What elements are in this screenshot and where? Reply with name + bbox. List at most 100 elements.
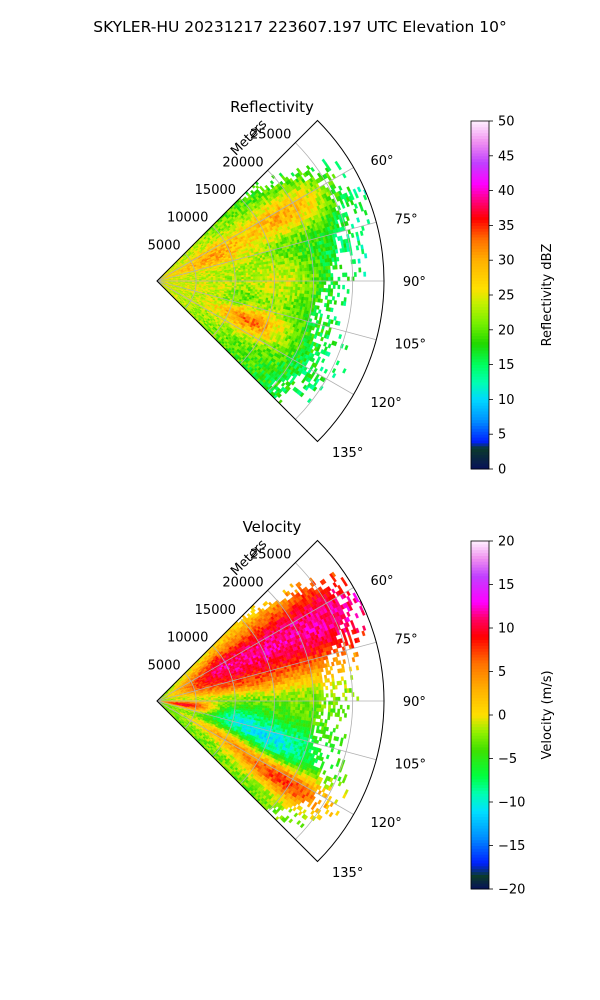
field-cell	[267, 283, 270, 287]
field-cell	[262, 273, 266, 277]
field-cell	[262, 287, 265, 291]
field-cell	[224, 277, 228, 280]
field-cell	[304, 267, 308, 272]
field-cell	[238, 282, 242, 285]
field-cell	[358, 201, 363, 208]
field-cell	[264, 276, 268, 279]
field-cell	[227, 282, 230, 285]
field-cell	[266, 273, 270, 277]
field-cell	[262, 283, 266, 286]
field-cell	[259, 287, 263, 291]
field-cell	[333, 316, 337, 321]
field-cell	[290, 289, 294, 294]
field-cell	[325, 265, 329, 271]
field-cell	[276, 270, 280, 274]
field-cell	[280, 288, 284, 293]
field-cell	[245, 284, 249, 288]
field-cell	[309, 284, 313, 288]
field-cell	[259, 289, 263, 293]
field-cell	[313, 308, 317, 313]
field-cell	[282, 266, 286, 271]
field-cell	[288, 275, 291, 279]
field-cell	[355, 245, 360, 251]
field-cell	[254, 267, 258, 271]
field-cell	[287, 289, 291, 293]
field-cell	[318, 280, 322, 285]
field-cell	[333, 253, 337, 258]
field-cell	[257, 276, 261, 279]
field-cell	[306, 290, 310, 295]
field-cell	[281, 278, 284, 282]
field-cell	[269, 288, 272, 292]
field-cell	[227, 277, 230, 280]
field-cell	[327, 265, 331, 270]
field-cell	[331, 296, 335, 301]
field-cell	[309, 287, 312, 292]
field-cell	[304, 274, 308, 278]
field-cell	[321, 273, 324, 278]
field-cell	[285, 266, 289, 270]
field-cell	[333, 300, 337, 305]
field-cell	[250, 282, 254, 286]
field-cell	[250, 270, 254, 273]
field-cell	[314, 315, 318, 321]
field-cell	[278, 275, 282, 279]
field-cell	[257, 274, 261, 277]
field-cell	[285, 275, 289, 279]
field-cell	[325, 273, 329, 278]
field-cell	[259, 267, 263, 270]
field-cell	[353, 203, 358, 209]
field-cell	[278, 267, 282, 271]
field-cell	[362, 194, 368, 201]
field-cell	[330, 307, 334, 313]
field-cell	[354, 192, 359, 199]
field-cell	[314, 273, 317, 278]
field-cell	[336, 292, 340, 298]
field-cell	[238, 273, 242, 276]
field-cell	[300, 280, 303, 285]
field-cell	[344, 344, 349, 351]
reflectivity-title: Reflectivity	[230, 98, 314, 116]
field-cell	[224, 276, 228, 279]
field-cell	[316, 273, 320, 278]
field-cell	[259, 285, 263, 289]
field-cell	[293, 280, 296, 285]
field-cell	[254, 269, 258, 273]
field-cell	[306, 267, 310, 272]
field-cell	[231, 277, 235, 280]
field-cell	[328, 277, 331, 282]
field-cell	[325, 269, 329, 274]
field-cell	[268, 290, 272, 294]
field-cell	[266, 288, 270, 291]
field-cell	[330, 288, 334, 293]
field-cell	[243, 275, 247, 278]
field-cell	[288, 277, 292, 282]
field-cell	[334, 261, 338, 266]
field-cell	[355, 231, 359, 237]
field-cell	[278, 269, 282, 274]
field-cell	[269, 275, 273, 279]
field-cell	[323, 273, 327, 278]
field-cell	[326, 314, 330, 320]
field-cell	[337, 164, 342, 171]
field-cell	[295, 271, 298, 276]
field-cell	[321, 284, 324, 289]
field-cell	[259, 271, 263, 275]
field-cell	[305, 164, 311, 171]
field-cell	[334, 245, 338, 250]
field-cell	[328, 273, 331, 278]
field-cell	[241, 273, 244, 276]
field-cell	[307, 280, 310, 285]
field-cell	[255, 287, 258, 290]
field-cell	[250, 272, 254, 276]
field-cell	[290, 172, 296, 177]
field-cell	[280, 267, 284, 271]
field-cell	[327, 343, 332, 349]
field-cell	[294, 289, 298, 294]
field-cell	[275, 291, 279, 295]
field-cell	[314, 277, 317, 282]
field-cell	[352, 259, 357, 264]
field-cell	[301, 290, 305, 295]
field-cell	[259, 273, 263, 277]
